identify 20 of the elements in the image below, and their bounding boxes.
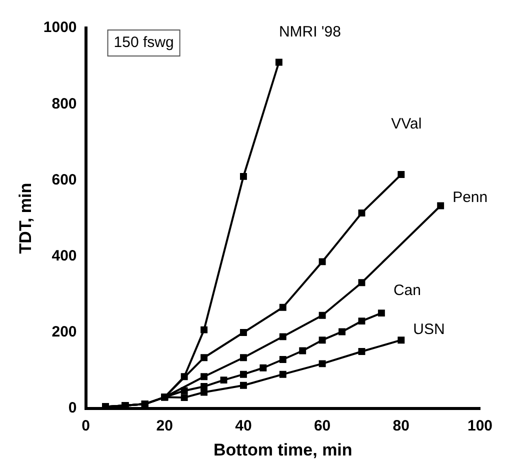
series-label: Penn — [452, 188, 488, 206]
x-tick-label: 80 — [392, 418, 410, 435]
y-tick-label: 600 — [52, 171, 77, 188]
y-axis-title: TDT, min — [16, 182, 35, 254]
x-axis-title: Bottom time, min — [213, 440, 352, 460]
y-tick-label: 1000 — [43, 19, 77, 36]
series-label: Can — [393, 282, 421, 300]
y-tick-label: 400 — [52, 248, 77, 264]
y-tick-label: 200 — [52, 324, 77, 341]
annotation: 150 fswg — [114, 34, 174, 52]
x-tick-label: 0 — [82, 418, 90, 435]
series-label: USN — [413, 321, 445, 338]
text: VVal — [391, 116, 422, 133]
x-tick-label: 100 — [467, 418, 493, 435]
x-tick-label: 20 — [156, 418, 173, 435]
y-tick-label: 0 — [68, 400, 77, 417]
y-tick-label: 800 — [52, 95, 77, 112]
x-tick-label: 40 — [235, 418, 252, 435]
series-label: NMRI '98 — [278, 23, 341, 40]
x-tick-label: 60 — [314, 418, 331, 435]
